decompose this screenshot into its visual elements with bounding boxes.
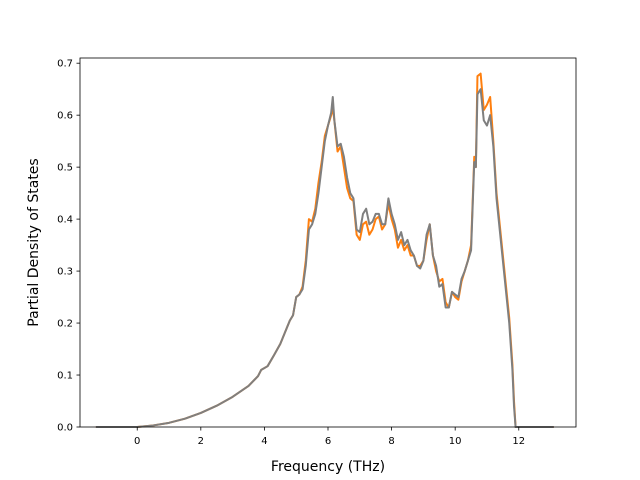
x-tick-label: 10 (449, 436, 462, 447)
y-tick-label: 0.0 (57, 423, 73, 434)
x-tick-label: 8 (388, 436, 394, 447)
x-tick-label: 2 (198, 436, 204, 447)
y-tick-label: 0.6 (57, 111, 73, 122)
y-tick-label: 0.2 (57, 319, 73, 330)
x-axis-label: Frequency (THz) (271, 459, 385, 475)
x-axis-ticks: 0 2 4 6 8 10 12 (134, 427, 525, 447)
y-axis-ticks: 0.0 0.1 0.2 0.3 0.4 0.5 0.6 0.7 (57, 59, 80, 434)
y-tick-label: 0.7 (57, 59, 73, 70)
series-layer (95, 72, 554, 428)
x-tick-label: 6 (325, 436, 331, 447)
series-line-1 (95, 72, 554, 428)
x-tick-label: 4 (261, 436, 267, 447)
y-tick-label: 0.5 (57, 163, 73, 174)
y-axis-label: Partial Density of States (26, 158, 42, 326)
x-tick-label: 12 (512, 436, 525, 447)
y-tick-label: 0.4 (57, 215, 73, 226)
series-line-2 (95, 88, 554, 428)
y-tick-label: 0.1 (57, 371, 73, 382)
y-tick-label: 0.3 (57, 267, 73, 278)
x-tick-label: 0 (134, 436, 140, 447)
